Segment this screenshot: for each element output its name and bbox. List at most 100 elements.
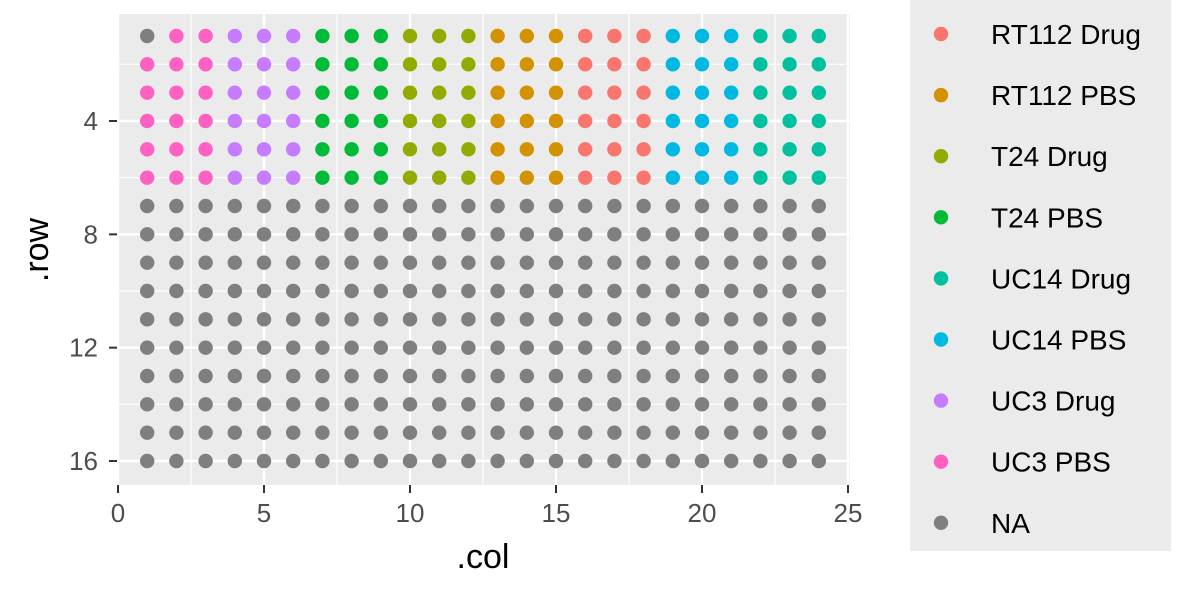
data-point bbox=[578, 142, 593, 157]
data-point bbox=[636, 312, 651, 327]
data-point bbox=[578, 340, 593, 355]
data-point bbox=[548, 397, 564, 412]
legend-key bbox=[933, 332, 949, 347]
data-point bbox=[665, 255, 680, 270]
data-point bbox=[490, 142, 505, 157]
data-point bbox=[227, 453, 242, 469]
data-point bbox=[432, 368, 447, 384]
data-point bbox=[373, 453, 388, 469]
data-point bbox=[286, 255, 301, 270]
data-point bbox=[636, 397, 651, 412]
data-point bbox=[753, 312, 768, 327]
data-point bbox=[227, 198, 242, 214]
data-point bbox=[344, 227, 359, 242]
data-point bbox=[198, 113, 213, 129]
data-point bbox=[490, 453, 505, 469]
data-point bbox=[461, 283, 476, 299]
data-point bbox=[490, 397, 505, 412]
legend-key bbox=[933, 454, 949, 469]
data-point bbox=[461, 227, 476, 242]
data-point bbox=[227, 397, 242, 412]
data-point bbox=[548, 368, 564, 384]
data-point bbox=[461, 85, 476, 100]
data-point bbox=[344, 113, 359, 129]
data-point bbox=[753, 397, 768, 412]
data-point bbox=[665, 340, 680, 355]
data-point bbox=[811, 198, 826, 214]
data-point bbox=[694, 312, 710, 327]
data-point bbox=[548, 227, 564, 242]
legend-key bbox=[933, 149, 949, 164]
data-point bbox=[782, 227, 797, 242]
x-tick-label: 0 bbox=[111, 498, 125, 528]
data-point bbox=[344, 198, 359, 214]
data-point bbox=[782, 113, 797, 129]
data-point bbox=[636, 198, 651, 214]
data-point bbox=[578, 368, 593, 384]
data-point bbox=[315, 255, 330, 270]
data-point bbox=[694, 453, 710, 469]
data-point bbox=[169, 198, 184, 214]
data-point bbox=[315, 368, 330, 384]
data-point bbox=[198, 340, 213, 355]
legend-label: UC3 Drug bbox=[991, 386, 1115, 417]
legend-label: RT112 PBS bbox=[991, 80, 1136, 111]
data-point bbox=[344, 255, 359, 270]
data-point bbox=[694, 227, 710, 242]
data-point bbox=[140, 227, 155, 242]
data-point bbox=[607, 340, 622, 355]
data-point bbox=[402, 312, 418, 327]
data-point bbox=[811, 85, 826, 100]
data-point bbox=[256, 57, 272, 72]
legend: RT112 Drug RT112 PBS T24 Drug T24 PBS UC14 D… bbox=[933, 19, 1141, 539]
data-point bbox=[694, 283, 710, 299]
data-point bbox=[344, 340, 359, 355]
data-point bbox=[315, 28, 330, 44]
data-point bbox=[548, 340, 564, 355]
data-point bbox=[724, 255, 739, 270]
data-point bbox=[198, 425, 213, 440]
data-point bbox=[548, 312, 564, 327]
data-point bbox=[256, 85, 272, 100]
legend-key bbox=[933, 271, 949, 286]
data-point bbox=[402, 28, 418, 44]
data-point bbox=[256, 255, 272, 270]
data-point bbox=[140, 113, 155, 129]
data-point bbox=[724, 283, 739, 299]
data-point bbox=[402, 283, 418, 299]
data-point bbox=[432, 312, 447, 327]
data-point bbox=[578, 255, 593, 270]
data-point bbox=[256, 227, 272, 242]
data-point bbox=[490, 28, 505, 44]
data-point bbox=[198, 170, 213, 185]
data-point bbox=[169, 368, 184, 384]
data-point bbox=[169, 28, 184, 44]
data-point bbox=[461, 312, 476, 327]
data-point bbox=[724, 113, 739, 129]
data-point bbox=[461, 397, 476, 412]
y-tick-label: 8 bbox=[84, 219, 98, 249]
data-point bbox=[402, 170, 418, 185]
data-point bbox=[286, 397, 301, 412]
data-point bbox=[665, 397, 680, 412]
data-point bbox=[519, 57, 534, 72]
data-point bbox=[519, 198, 534, 214]
data-point bbox=[169, 255, 184, 270]
data-point bbox=[782, 312, 797, 327]
data-point bbox=[548, 170, 564, 185]
data-point bbox=[753, 57, 768, 72]
data-point bbox=[665, 283, 680, 299]
data-point bbox=[373, 28, 388, 44]
legend-key bbox=[933, 26, 949, 42]
data-point bbox=[724, 198, 739, 214]
data-point bbox=[578, 283, 593, 299]
data-point bbox=[402, 255, 418, 270]
data-point bbox=[782, 28, 797, 44]
data-point bbox=[490, 368, 505, 384]
data-point bbox=[227, 85, 242, 100]
data-point bbox=[490, 425, 505, 440]
data-point bbox=[782, 283, 797, 299]
data-point bbox=[169, 170, 184, 185]
data-point bbox=[724, 28, 739, 44]
